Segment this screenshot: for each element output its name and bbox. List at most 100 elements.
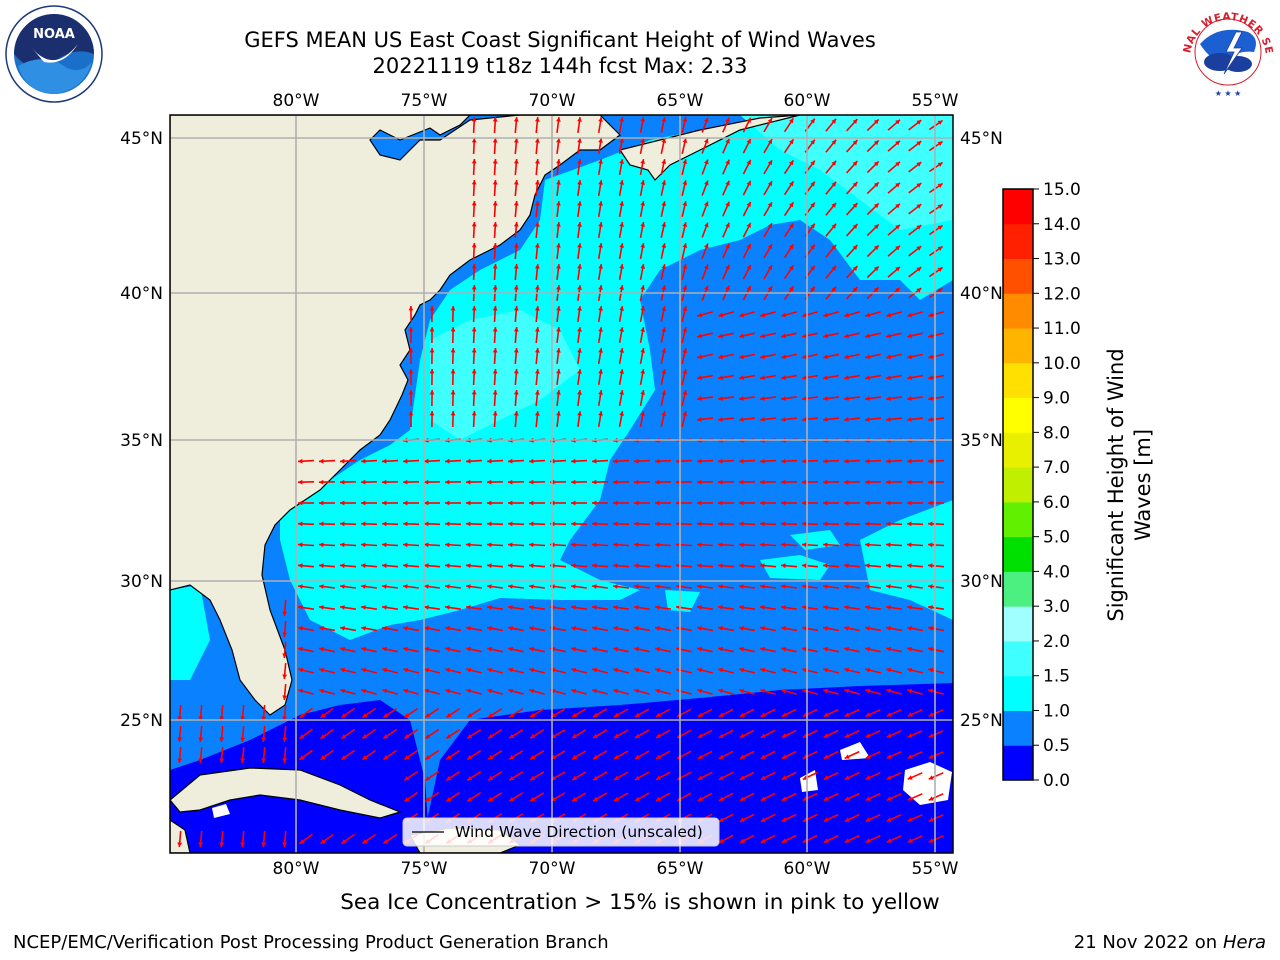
wind-arrow-head	[487, 542, 492, 548]
wind-arrow-head	[852, 224, 858, 229]
wind-arrow-head	[886, 500, 891, 506]
wind-arrow-head	[508, 479, 513, 485]
colorbar-segment	[1003, 467, 1033, 503]
wind-arrow-head	[739, 333, 744, 339]
wind-arrow-head	[886, 542, 891, 548]
wind-arrow-head	[613, 458, 618, 464]
wind-arrow-head	[513, 201, 519, 206]
wind-arrow-head	[865, 312, 871, 318]
wind-arrow-head	[471, 138, 477, 143]
wind-arrow-head	[844, 521, 849, 527]
wind-arrow-head	[509, 775, 515, 781]
wind-arrow-head	[492, 138, 498, 143]
wind-arrow-head	[852, 119, 858, 124]
wind-arrow-head	[916, 162, 922, 167]
wind-arrow-head	[471, 411, 477, 416]
wind-arrow-head	[760, 667, 766, 673]
wind-arrow-head	[529, 646, 534, 652]
wind-arrow-head	[572, 796, 578, 802]
wind-arrow-head	[592, 667, 598, 673]
wind-arrow-head	[760, 646, 765, 652]
wind-arrow-head	[640, 285, 645, 290]
wind-arrow-head	[634, 646, 639, 652]
wind-arrow-head	[661, 285, 667, 290]
wind-arrow-head	[886, 775, 892, 780]
wind-arrow-head	[341, 839, 347, 844]
wind-arrow-head	[340, 605, 345, 610]
wind-arrow-head	[592, 563, 597, 569]
wind-arrow-head	[298, 500, 303, 506]
wind-arrow-head	[556, 285, 561, 290]
wind-arrow-head	[655, 626, 660, 631]
wind-arrow-head	[781, 605, 786, 610]
wind-arrow-head	[928, 817, 934, 822]
wind-arrow-head	[319, 521, 324, 527]
wind-arrow-head	[509, 733, 515, 739]
wind-arrow-head	[424, 500, 429, 506]
wind-arrow-head	[572, 712, 578, 718]
wind-arrow-head	[802, 688, 808, 694]
wind-arrow-head	[634, 500, 639, 506]
wind-arrow-head	[697, 333, 702, 339]
wind-arrow-head	[429, 390, 435, 395]
wind-wave-arrows	[177, 116, 945, 848]
wind-arrow-head	[341, 755, 347, 760]
wind-arrow-head	[614, 754, 619, 759]
wind-arrow-head	[429, 306, 435, 311]
colorbar-tick-label: 2.0	[1043, 632, 1070, 652]
wind-arrow-head	[535, 222, 540, 227]
wind-arrow-head	[907, 605, 912, 610]
wind-arrow-head	[760, 775, 766, 780]
wind-arrow-head	[640, 138, 645, 143]
wind-arrow-head	[928, 584, 933, 589]
wind-arrow-head	[781, 796, 787, 801]
wind-arrow-head	[928, 375, 933, 380]
wind-arrow-head	[598, 390, 603, 395]
wind-arrow-head	[613, 479, 618, 485]
wind-arrow-head	[429, 348, 435, 353]
wind-arrow-head	[487, 458, 492, 464]
wind-arrow-head	[682, 180, 688, 185]
wind-arrow-head	[640, 327, 645, 332]
wind-arrow-head	[781, 626, 786, 631]
wind-arrow-head	[340, 500, 345, 506]
wind-arrow-head	[535, 201, 540, 206]
wind-arrow-head	[508, 542, 513, 548]
wind-arrow-head	[577, 327, 582, 332]
wind-arrow-head	[556, 369, 561, 374]
wind-arrow-head	[789, 223, 794, 229]
wind-arrow-head	[704, 285, 709, 291]
wind-arrow-head	[361, 626, 366, 631]
wind-arrow-head	[535, 243, 540, 248]
wind-arrow-head	[492, 159, 498, 164]
wind-arrow-head	[340, 646, 345, 652]
wind-arrow-head	[577, 201, 582, 206]
wind-arrow-head	[928, 605, 933, 610]
lat-tick-right: 45°N	[960, 129, 1003, 149]
wind-arrow-head	[928, 838, 934, 843]
wind-arrow-head	[810, 244, 815, 250]
wind-arrow-head	[907, 584, 912, 589]
wind-arrow-head	[535, 180, 540, 185]
wind-arrow-head	[789, 265, 794, 271]
wind-arrow-head	[487, 626, 492, 631]
wind-arrow-head	[471, 201, 477, 206]
wind-arrow-head	[852, 182, 858, 187]
colorbar-tick-label: 5.0	[1043, 528, 1070, 548]
wind-arrow-head	[450, 411, 456, 416]
wind-arrow-head	[577, 159, 582, 164]
wind-arrow-head	[661, 159, 667, 164]
wind-arrow-head	[592, 479, 597, 485]
wind-arrow-head	[781, 521, 786, 527]
wind-arrow-head	[895, 140, 900, 146]
wind-arrow-head	[831, 202, 837, 208]
wind-arrow-head	[781, 838, 787, 843]
wind-arrow-head	[697, 396, 702, 401]
wind-arrow-head	[404, 734, 410, 739]
wind-arrow-head	[865, 817, 871, 822]
wind-arrow-head	[760, 542, 765, 548]
wind-arrow-head	[592, 521, 597, 527]
wind-arrow-head	[509, 712, 515, 718]
wind-arrow-head	[661, 243, 667, 248]
wind-arrow-head	[509, 796, 515, 802]
